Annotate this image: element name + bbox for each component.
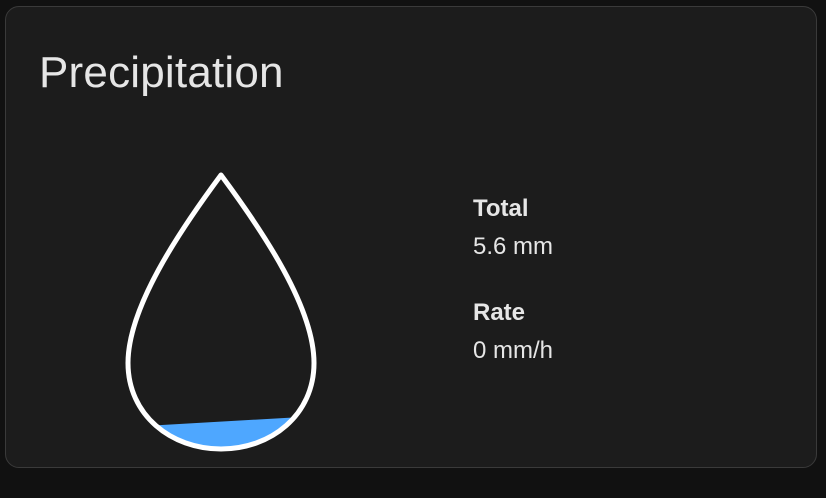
precipitation-gauge	[116, 163, 326, 457]
rate-value: 0 mm/h	[473, 337, 554, 364]
rate-stat: Rate 0 mm/h	[473, 301, 553, 363]
total-label: Total	[473, 195, 529, 222]
raindrop-icon	[125, 172, 317, 452]
card-title: Precipitation	[39, 48, 284, 97]
rate-label: Rate	[473, 299, 526, 326]
raindrop-outline	[125, 172, 317, 452]
precipitation-card: Precipitation Total 5.6 mm Rate 0 mm/h	[5, 6, 817, 468]
precipitation-stats: Total 5.6 mm Rate 0 mm/h	[473, 197, 553, 363]
total-value: 5.6 mm	[473, 233, 554, 260]
total-stat: Total 5.6 mm	[473, 197, 553, 259]
